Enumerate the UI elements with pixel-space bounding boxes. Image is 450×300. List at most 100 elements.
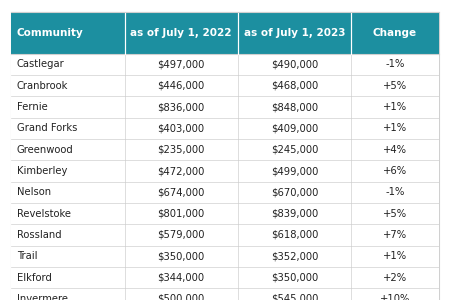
Bar: [125, 182, 238, 203]
Text: +4%: +4%: [383, 145, 407, 155]
Text: Trail: Trail: [17, 251, 37, 261]
Text: $674,000: $674,000: [158, 187, 205, 197]
Bar: [125, 139, 238, 160]
Bar: [351, 75, 439, 96]
Bar: [125, 246, 238, 267]
Bar: [351, 224, 439, 246]
Text: Kimberley: Kimberley: [17, 166, 67, 176]
Text: +1%: +1%: [383, 123, 407, 134]
Text: $344,000: $344,000: [158, 273, 205, 283]
Bar: [238, 246, 351, 267]
Bar: [351, 96, 439, 118]
Text: $618,000: $618,000: [271, 230, 318, 240]
Bar: [11, 288, 125, 300]
Bar: [11, 139, 125, 160]
Text: +2%: +2%: [383, 273, 407, 283]
Text: Castlegar: Castlegar: [17, 59, 64, 69]
Bar: [351, 118, 439, 139]
Text: Cranbrook: Cranbrook: [17, 81, 68, 91]
Text: -1%: -1%: [385, 187, 405, 197]
Bar: [351, 139, 439, 160]
Text: +5%: +5%: [383, 81, 407, 91]
Text: $497,000: $497,000: [158, 59, 205, 69]
Bar: [125, 12, 238, 54]
Bar: [238, 182, 351, 203]
Text: +1%: +1%: [383, 251, 407, 261]
Text: $579,000: $579,000: [158, 230, 205, 240]
Bar: [238, 224, 351, 246]
Bar: [351, 160, 439, 182]
Text: $468,000: $468,000: [271, 81, 318, 91]
Text: $350,000: $350,000: [271, 273, 318, 283]
Text: $472,000: $472,000: [158, 166, 205, 176]
Bar: [125, 54, 238, 75]
Bar: [125, 96, 238, 118]
Bar: [238, 139, 351, 160]
Text: -1%: -1%: [385, 59, 405, 69]
Text: Community: Community: [17, 28, 83, 38]
Bar: [351, 54, 439, 75]
Text: as of July 1, 2022: as of July 1, 2022: [130, 28, 232, 38]
Text: as of July 1, 2023: as of July 1, 2023: [244, 28, 345, 38]
Bar: [351, 288, 439, 300]
Text: +10%: +10%: [380, 294, 410, 300]
Bar: [351, 182, 439, 203]
Text: $801,000: $801,000: [158, 209, 205, 219]
Bar: [125, 224, 238, 246]
Text: $836,000: $836,000: [158, 102, 205, 112]
Bar: [351, 246, 439, 267]
Text: $848,000: $848,000: [271, 102, 318, 112]
Bar: [11, 224, 125, 246]
Bar: [125, 75, 238, 96]
Text: $235,000: $235,000: [158, 145, 205, 155]
Text: $670,000: $670,000: [271, 187, 318, 197]
Text: +5%: +5%: [383, 209, 407, 219]
Bar: [125, 160, 238, 182]
Text: +6%: +6%: [383, 166, 407, 176]
Text: $352,000: $352,000: [271, 251, 318, 261]
Text: Revelstoke: Revelstoke: [17, 209, 71, 219]
Text: Change: Change: [373, 28, 417, 38]
Text: Invermere: Invermere: [17, 294, 68, 300]
Bar: [238, 54, 351, 75]
Text: $839,000: $839,000: [271, 209, 318, 219]
Text: $499,000: $499,000: [271, 166, 318, 176]
Bar: [11, 96, 125, 118]
Bar: [11, 246, 125, 267]
Bar: [238, 203, 351, 224]
Text: $490,000: $490,000: [271, 59, 318, 69]
Bar: [238, 12, 351, 54]
Bar: [238, 118, 351, 139]
Bar: [125, 203, 238, 224]
Bar: [11, 160, 125, 182]
Text: $403,000: $403,000: [158, 123, 205, 134]
Bar: [11, 182, 125, 203]
Bar: [11, 203, 125, 224]
Bar: [125, 118, 238, 139]
Text: Nelson: Nelson: [17, 187, 51, 197]
Bar: [238, 267, 351, 288]
Bar: [11, 75, 125, 96]
Text: +1%: +1%: [383, 102, 407, 112]
Bar: [238, 160, 351, 182]
Text: Fernie: Fernie: [17, 102, 47, 112]
Bar: [351, 203, 439, 224]
Bar: [351, 12, 439, 54]
Bar: [238, 75, 351, 96]
Bar: [238, 96, 351, 118]
Bar: [125, 288, 238, 300]
Bar: [351, 267, 439, 288]
Bar: [11, 118, 125, 139]
Text: $446,000: $446,000: [158, 81, 205, 91]
Text: Grand Forks: Grand Forks: [17, 123, 77, 134]
Text: Elkford: Elkford: [17, 273, 52, 283]
Text: Greenwood: Greenwood: [17, 145, 73, 155]
Bar: [11, 12, 125, 54]
Text: $409,000: $409,000: [271, 123, 318, 134]
Text: $500,000: $500,000: [158, 294, 205, 300]
Text: $350,000: $350,000: [158, 251, 205, 261]
Bar: [125, 267, 238, 288]
Bar: [11, 267, 125, 288]
Text: $545,000: $545,000: [271, 294, 318, 300]
Text: $245,000: $245,000: [271, 145, 318, 155]
